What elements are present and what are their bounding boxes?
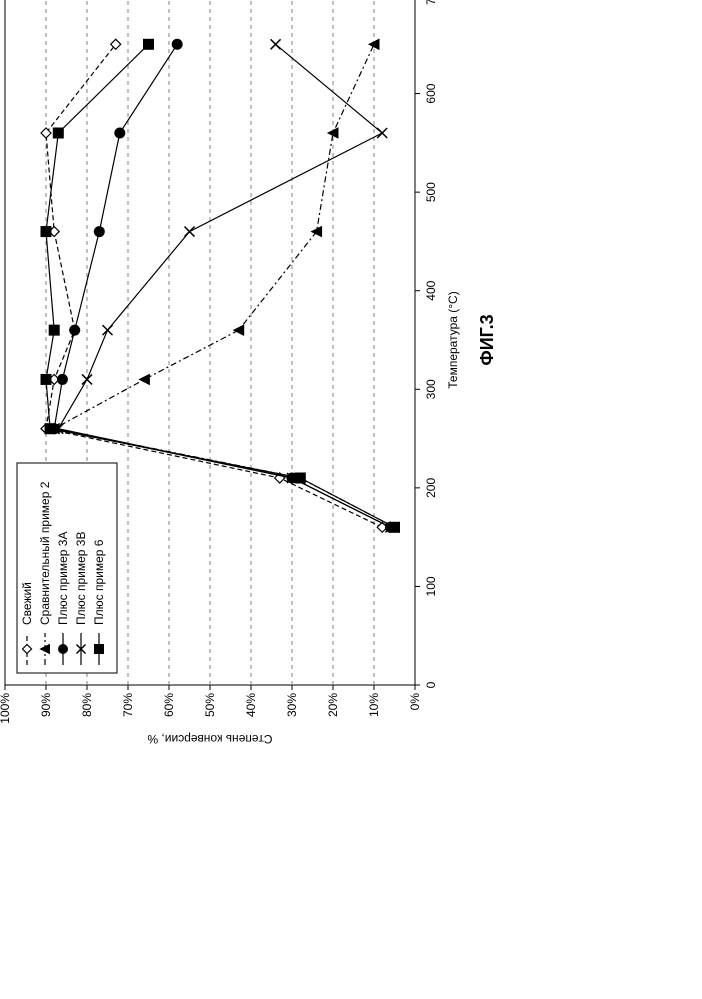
svg-text:50%: 50% [203, 693, 217, 717]
svg-text:200: 200 [424, 478, 438, 498]
svg-text:100%: 100% [0, 693, 12, 724]
svg-text:60%: 60% [162, 693, 176, 717]
svg-text:500: 500 [424, 182, 438, 202]
svg-text:Свежий: Свежий [20, 582, 34, 625]
line-chart: 0% 10% 20% 30% 40% 50% 60% 70% 80% 90% 100% 0 100 200… [0, 0, 505, 755]
svg-text:Плюс пример 3A: Плюс пример 3A [56, 532, 70, 625]
svg-text:0%: 0% [408, 693, 422, 711]
svg-text:700: 700 [424, 0, 438, 5]
svg-text:Сравнительный пример 2: Сравнительный пример 2 [38, 481, 52, 625]
svg-text:300: 300 [424, 379, 438, 399]
svg-text:40%: 40% [244, 693, 258, 717]
svg-text:70%: 70% [121, 693, 135, 717]
svg-text:Степень конверсии, %: Степень конверсии, % [147, 732, 272, 746]
chart-container: 0% 10% 20% 30% 40% 50% 60% 70% 80% 90% 100% 0 100 200… [0, 255, 702, 755]
svg-text:10%: 10% [367, 693, 381, 717]
svg-text:ФИГ.3: ФИГ.3 [477, 314, 497, 365]
svg-text:Плюс пример 6: Плюс пример 6 [92, 539, 106, 625]
svg-text:Плюс пример 3B: Плюс пример 3B [74, 532, 88, 625]
svg-text:90%: 90% [39, 693, 53, 717]
svg-text:400: 400 [424, 280, 438, 300]
svg-text:30%: 30% [285, 693, 299, 717]
svg-text:80%: 80% [80, 693, 94, 717]
svg-text:Температура (°C): Температура (°C) [446, 291, 460, 388]
svg-text:100: 100 [424, 576, 438, 596]
svg-text:20%: 20% [326, 693, 340, 717]
svg-text:0: 0 [424, 681, 438, 688]
svg-text:600: 600 [424, 83, 438, 103]
